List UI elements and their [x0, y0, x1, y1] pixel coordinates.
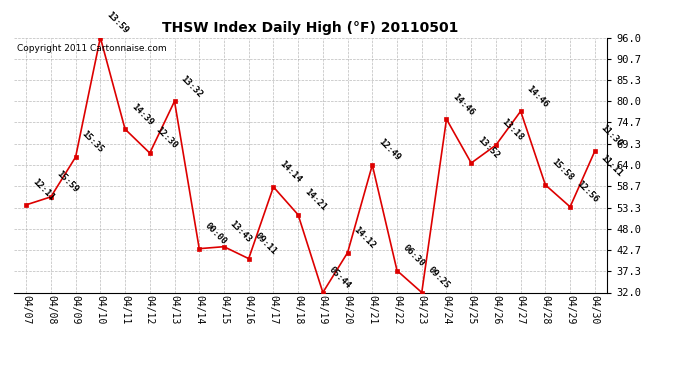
Text: Copyright 2011 Cartonnaise.com: Copyright 2011 Cartonnaise.com	[17, 44, 166, 53]
Text: 14:46: 14:46	[451, 92, 476, 117]
Text: 06:30: 06:30	[401, 243, 426, 268]
Text: 00:00: 00:00	[204, 221, 229, 246]
Text: 11:30: 11:30	[599, 123, 624, 149]
Text: 14:39: 14:39	[129, 102, 155, 127]
Text: 05:44: 05:44	[327, 265, 353, 290]
Text: 11:11: 11:11	[599, 153, 624, 178]
Text: 13:18: 13:18	[500, 117, 526, 143]
Text: 12:49: 12:49	[377, 138, 402, 163]
Text: 13:52: 13:52	[475, 135, 501, 161]
Text: 13:59: 13:59	[104, 10, 130, 35]
Text: 14:21: 14:21	[302, 187, 328, 213]
Text: 15:59: 15:59	[55, 170, 81, 195]
Text: 09:11: 09:11	[253, 231, 278, 256]
Text: 09:25: 09:25	[426, 265, 451, 290]
Text: 14:14: 14:14	[277, 159, 303, 185]
Text: 12:30: 12:30	[154, 126, 179, 151]
Text: 12:11: 12:11	[30, 177, 56, 203]
Text: 14:12: 14:12	[352, 225, 377, 251]
Text: 13:32: 13:32	[179, 74, 204, 99]
Text: 15:58: 15:58	[549, 158, 575, 183]
Text: 15:35: 15:35	[80, 129, 105, 155]
Text: 13:43: 13:43	[228, 219, 253, 245]
Text: 12:56: 12:56	[574, 179, 600, 205]
Text: 14:46: 14:46	[525, 84, 550, 109]
Title: THSW Index Daily High (°F) 20110501: THSW Index Daily High (°F) 20110501	[162, 21, 459, 35]
